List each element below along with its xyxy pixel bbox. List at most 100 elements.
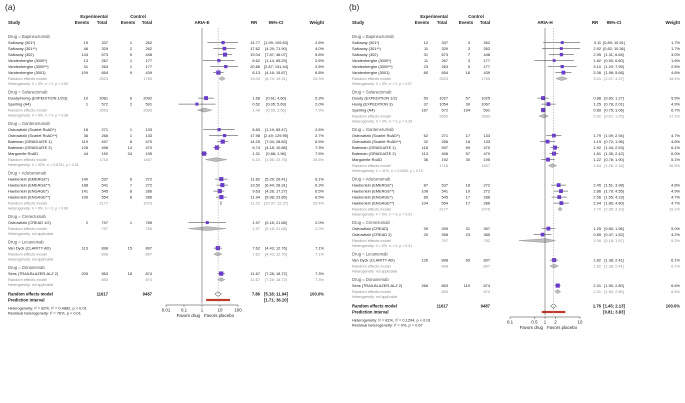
group-diamond [220,200,222,206]
group-title: Drug = Solanezumab [352,90,392,95]
study-square [559,189,563,194]
ctl-events: 34 [128,151,133,156]
study-square [556,183,561,187]
rr-value: 7.62 [252,246,260,251]
study-name: Ostrowitzki (Scarlet RoAD*) [8,127,56,132]
panel-label: (b) [349,2,360,12]
ctl-total: 286 [484,195,491,200]
overall-diamond [550,303,557,309]
ctl-total: 133 [146,133,153,138]
ci-value: [7.28; 18.72] [265,271,287,276]
overall-ctl-total: 9487 [481,304,491,309]
prediction-label: Prediction interval [352,310,389,315]
favors-placebo-label: Favors placebo [204,313,235,318]
group-weight: 15.4% [669,76,681,81]
study-square [559,201,564,205]
study-square [552,59,556,63]
weight-value: 7.5% [315,151,324,156]
study-name: Vandenberghe (3000**) [8,64,49,69]
rr-value: 0.89 [593,108,601,113]
weight-value: 4.7% [671,133,680,138]
weight-value: 5.3% [315,96,324,101]
weight-value: 2.6% [315,64,324,69]
group-heterogeneity: Heterogeneity: I² = 0%, τ² = 0, p = 0.38 [8,113,68,117]
ctl-total: 177 [146,58,153,63]
ctl-events: 23 [466,232,470,237]
group-heterogeneity: Heterogeneity: not applicable [8,283,53,287]
exp-total: 337 [102,40,109,45]
ctl-total: 286 [146,189,153,194]
ci-value: [1.44; 2.53] [604,145,623,150]
ctl-total: 262 [146,46,153,51]
ctl-events: 3 [468,40,470,45]
group-exp-total: 2653 [99,108,108,113]
exp-total: 673 [442,52,449,57]
ctl-events: 1 [130,133,132,138]
residual-heterogeneity: Residual heterogeneity: I² = 0%, p = 0.6… [352,323,423,328]
rr-value: 1.25 [593,226,601,231]
ctl-total: 397 [484,226,491,231]
ctl-events: 1 [130,127,132,132]
ctl-total: 177 [484,64,491,69]
exp-events: 119 [82,139,88,144]
study-name: Vandenberghe (3001) [8,70,46,75]
rr-value: 13.50 [250,183,261,188]
group-heterogeneity: Heterogeneity: I² = 0%, τ² = 0, p = 0.91 [352,212,412,216]
rr-value: 8.83 [252,127,260,132]
rr-value: 17.98 [250,133,260,138]
weight-value: 6.1% [671,145,680,150]
prediction-label: Prediction interval [8,298,45,303]
exp-events: 141 [82,189,89,194]
study-name: Sims (TRAILBLAZER-ALZ 2) [8,271,59,276]
rr-value: 1.82 [593,258,601,263]
exp-total: 541 [442,189,449,194]
group-rr: 7.62 [252,252,260,257]
group-rr: 13.00 [250,76,261,81]
ctl-events: 9 [130,70,132,75]
group-ctl-total: 1076 [143,201,152,206]
group-heterogeneity: Heterogeneity: I² = 0%, τ² = 0, p = 0.39 [352,119,412,123]
group-ctl-total: 2683 [143,108,152,113]
ci-value: [5.98; 23.85] [265,195,287,200]
x-tick-label: 1 [201,308,204,313]
group-rr: 6.15 [252,157,260,162]
weight-value: 6.3% [315,183,324,188]
rr-value: 1.31 [252,151,260,156]
ctl-total: 470 [484,145,491,150]
ctl-events: 6 [130,96,132,101]
group-ci: [0.18; 21.68] [265,226,287,231]
group-exp-total: 797 [442,238,449,243]
group-diamond [555,76,569,81]
header-ctl-total: Total [142,20,152,25]
group-weight: 9.2% [671,238,680,243]
ctl-events: 31 [466,226,470,231]
ci-value: [1.79; 4.55] [604,189,623,194]
ctl-total: 470 [146,145,153,150]
study-square [557,195,562,199]
weight-value: 2.6% [315,40,324,45]
ctl-events: 2 [130,102,132,107]
group-title: Drug = Bapineuzumab [8,34,50,39]
ctl-events: 30 [466,102,471,107]
ctl-events: 17 [466,201,470,206]
rr-value: 2.95 [593,52,601,57]
study-square [541,96,546,101]
rr-value: 3.10 [593,64,601,69]
ctl-total: 133 [146,127,153,132]
study-name: Salloway (301**) [352,46,381,51]
exp-events: 89 [424,195,428,200]
exp-events: 44 [84,151,89,156]
header-ci: 95%-CI [607,20,622,25]
x-tick-label: 100 [234,308,242,313]
ctl-total: 785 [146,220,153,225]
group-weight: 6.6% [671,289,680,294]
group-ctl-total: 874 [484,289,491,294]
weight-value: 6.5% [315,139,324,144]
ctl-total: 272 [146,177,153,182]
ci-value: [1.38; 2.41] [604,258,623,263]
group-rr: 1.82 [593,264,601,269]
exp-events: 12 [424,40,428,45]
group-title: Drug = Crenezumab [8,214,46,219]
group-title: Drug = Aducanumab [352,177,391,182]
exp-total: 545 [102,189,109,194]
